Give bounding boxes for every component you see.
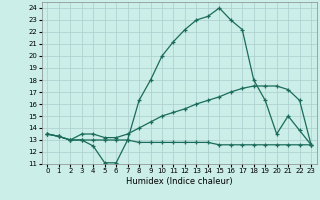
X-axis label: Humidex (Indice chaleur): Humidex (Indice chaleur) <box>126 177 233 186</box>
